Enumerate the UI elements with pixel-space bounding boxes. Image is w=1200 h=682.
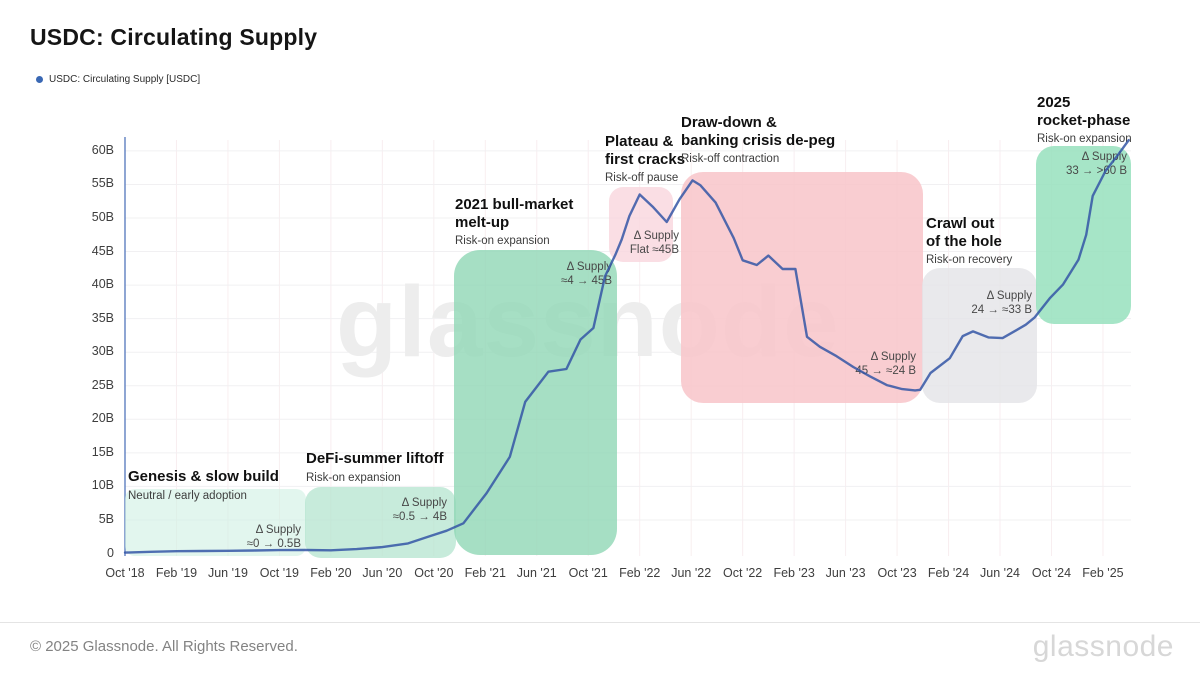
y-tick-label: 20B <box>91 411 114 426</box>
series-dot-icon <box>36 76 43 83</box>
x-tick-label: Feb '21 <box>464 566 506 580</box>
legend-item[interactable]: USDC: Circulating Supply [USDC] <box>36 74 200 85</box>
y-tick-label: 35B <box>91 310 114 325</box>
phase-subtitle: Risk-off contraction <box>681 153 780 165</box>
x-tick-label: Jun '20 <box>362 566 403 580</box>
x-tick-label: Oct '21 <box>568 566 608 580</box>
x-tick-label: Feb '22 <box>619 566 661 580</box>
x-tick-label: Oct '22 <box>723 566 763 580</box>
phase-label-crawl-out: Crawl out of the hole Risk-on recovery <box>926 215 1012 266</box>
x-tick-label: Jun '21 <box>516 566 557 580</box>
phase-title: of the hole <box>926 232 1002 250</box>
delta-line: 33 → >60 B <box>1065 164 1127 177</box>
delta-note-defi-summer: Δ Supply ≈0.5 → 4B <box>393 497 447 524</box>
y-tick-label: 45B <box>91 243 114 258</box>
phase-title: Draw-down & <box>681 114 777 131</box>
phase-subtitle: Risk-on expansion <box>306 471 401 484</box>
phase-title: DeFi-summer liftoff <box>306 450 444 467</box>
x-tick-label: Feb '23 <box>773 566 815 580</box>
delta-line: Δ Supply <box>633 230 679 242</box>
phase-label-2025-rocket: 2025 rocket-phase Risk-on expansion <box>1037 94 1132 145</box>
phase-title: first cracks <box>605 150 686 168</box>
delta-line: 45 → ≈24 B <box>855 364 916 377</box>
phase-subtitle: Risk-on recovery <box>926 254 1013 266</box>
phase-title: 2021 bull-market <box>455 196 574 213</box>
phase-label-genesis: Genesis & slow build Neutral / early adop… <box>128 468 279 502</box>
x-tick-label: Feb '24 <box>927 566 970 580</box>
copyright-text: © 2025 Glassnode. All Rights Reserved. <box>30 638 298 655</box>
phase-label-defi-summer: DeFi-summer liftoff Risk-on expansion <box>306 450 444 484</box>
x-tick-label: Oct '18 <box>105 566 145 580</box>
phase-title: rocket-phase <box>1037 111 1131 129</box>
legend-label: USDC: Circulating Supply [USDC] <box>49 74 201 85</box>
phase-label-draw-down: Draw-down & banking crisis de-peg Risk-off… <box>681 114 835 165</box>
phase-subtitle: Risk-on expansion <box>1037 133 1132 145</box>
delta-note-genesis: Δ Supply ≈0 → 0.5B <box>247 524 301 551</box>
annotations-layer: Oct '18 Feb '19 Jun '19 Oct '19 Feb '20 Jun '… <box>91 94 1132 580</box>
delta-line: Flat ≈45B <box>629 243 679 256</box>
phase-title: Crawl out <box>926 215 995 232</box>
delta-note-draw-down: Δ Supply 45 → ≈24 B <box>855 351 916 378</box>
footer: © 2025 Glassnode. All Rights Reserved. g… <box>0 622 1200 682</box>
phase-title: 2025 <box>1037 94 1071 111</box>
x-tick-label: Oct '24 <box>1031 566 1072 580</box>
delta-note-plateau: Δ Supply Flat ≈45B <box>630 230 679 257</box>
y-tick-label: 60B <box>91 142 114 157</box>
y-tick-label: 40B <box>91 277 114 292</box>
phase-band-2021-melt-up <box>454 250 617 555</box>
x-tick-label: Oct '23 <box>877 566 917 580</box>
phase-label-plateau: Plateau & first cracks Risk-off pause <box>605 133 685 184</box>
y-tick-label: 55B <box>91 176 114 191</box>
delta-line: Δ Supply <box>401 497 447 509</box>
x-tick-label: Oct '20 <box>414 566 454 580</box>
delta-line: Δ Supply <box>566 261 612 273</box>
delta-line: ≈0.5 → 4B <box>392 510 447 523</box>
delta-note-crawl-out: Δ Supply 24 → ≈33 B <box>971 290 1032 317</box>
x-tick-label: Oct '19 <box>259 566 300 580</box>
x-tick-label: Jun '24 <box>980 566 1020 580</box>
x-tick-label: Jun '19 <box>207 566 248 580</box>
delta-line: Δ Supply <box>986 290 1032 302</box>
phase-title: banking crisis de-peg <box>681 131 836 149</box>
delta-line: Δ Supply <box>255 524 301 536</box>
delta-line: ≈4 → 45B <box>560 274 612 287</box>
y-tick-label: 25B <box>91 377 114 392</box>
phase-subtitle: Risk-off pause <box>605 172 679 184</box>
glassnode-logo: glassnode <box>1032 630 1174 663</box>
delta-line: ≈0 → 0.5B <box>246 537 301 550</box>
y-tick-label: 30B <box>91 344 114 359</box>
x-tick-label: Feb '20 <box>310 566 352 580</box>
y-tick-label: 0 <box>107 545 114 560</box>
page-title: USDC: Circulating Supply <box>30 24 318 50</box>
delta-line: Δ Supply <box>1081 151 1127 163</box>
x-tick-label: Jun '23 <box>825 566 866 580</box>
x-tick-label: Jun '22 <box>671 566 712 580</box>
phase-label-2021-melt-up: 2021 bull-market melt-up Risk-on expansion <box>455 196 573 247</box>
phase-subtitle: Risk-on expansion <box>455 235 550 247</box>
phase-subtitle: Neutral / early adoption <box>128 489 247 502</box>
x-tick-label: Feb '19 <box>155 566 198 580</box>
phase-title: melt-up <box>455 213 510 231</box>
delta-line: Δ Supply <box>870 351 916 363</box>
delta-note-2021-melt-up: Δ Supply ≈4 → 45B <box>561 261 612 288</box>
delta-line: 24 → ≈33 B <box>971 303 1032 316</box>
y-tick-label: 50B <box>91 210 114 224</box>
delta-note-2025-rocket: Δ Supply 33 → >60 B <box>1066 151 1127 178</box>
y-tick-label: 5B <box>98 511 114 526</box>
x-tick-label: Feb '25 <box>1082 566 1124 580</box>
phase-band-crawl-out <box>921 267 1038 404</box>
phase-title: Genesis & slow build <box>128 468 279 485</box>
phase-title: Plateau & <box>605 133 674 150</box>
y-tick-label: 15B <box>91 444 114 459</box>
y-tick-label: 10B <box>91 478 114 493</box>
